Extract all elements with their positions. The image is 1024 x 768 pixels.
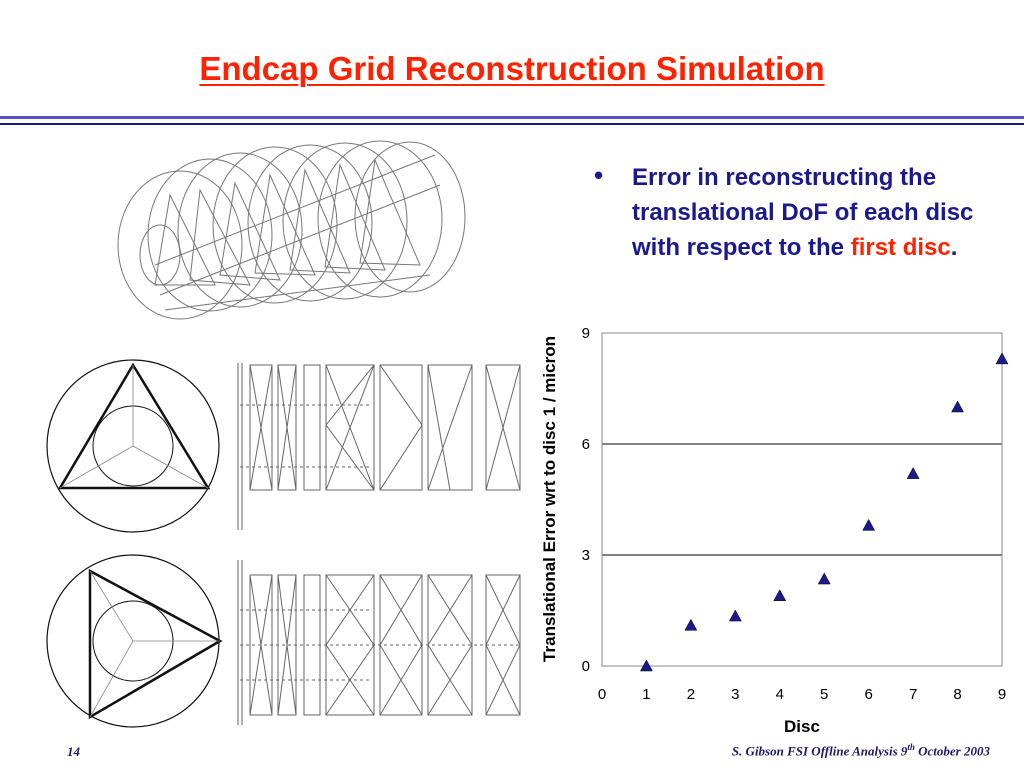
y-axis-label: Translational Error wrt to disc 1 / micr… — [540, 336, 559, 662]
footer-superscript: th — [907, 742, 915, 752]
data-point-marker — [684, 618, 698, 631]
x-tick-label: 2 — [687, 686, 695, 703]
endcap-grid-3d-view — [117, 140, 466, 320]
x-tick-label: 1 — [642, 686, 650, 703]
x-tick-label: 7 — [909, 686, 917, 703]
triangle-disc-top — [46, 359, 220, 533]
data-point-marker — [773, 589, 787, 601]
data-point-marker — [640, 659, 653, 672]
data-point-marker — [906, 467, 920, 479]
plot-area-frame — [601, 332, 1003, 667]
bullet-text-end: . — [950, 234, 958, 261]
footer-credit: S. Gibson FSI Offline Analysis 9th Octob… — [732, 742, 990, 759]
disc-side-view-bottom — [237, 560, 521, 725]
y-tick-labels: 0 3 6 9 — [582, 325, 590, 675]
y-tick-label: 9 — [582, 325, 590, 342]
bullet-symbol: • — [594, 160, 604, 190]
bullet-text-highlight: first disc — [850, 234, 951, 261]
x-tick-label: 3 — [731, 686, 739, 703]
y-tick-label: 3 — [582, 547, 590, 564]
x-tick-label: 9 — [998, 686, 1006, 703]
x-tick-label: 5 — [820, 686, 828, 703]
error-scatter-chart: 0 3 6 9 0 1 2 3 4 5 6 7 8 9 Disc Translational Error… — [540, 325, 1009, 736]
page-number: 14 — [67, 744, 80, 759]
chart-gridlines — [602, 332, 1002, 667]
data-point-marker — [817, 572, 831, 585]
slide-title: Endcap Grid Reconstruction Simulation — [199, 50, 825, 87]
x-axis-label: Disc — [784, 717, 820, 736]
disc-side-view-top — [237, 363, 521, 530]
data-point-marker — [862, 518, 876, 531]
footer-author: S. Gibson FSI Offline Analysis 9 — [731, 743, 908, 759]
y-tick-label: 0 — [582, 658, 590, 675]
footer-date: October 2003 — [914, 743, 990, 759]
y-tick-label: 6 — [582, 436, 590, 453]
title-rule-top — [0, 116, 1024, 119]
bullet-text: Error in reconstructing the translationa… — [632, 160, 992, 265]
data-point-marker — [728, 609, 742, 622]
data-point-marker — [951, 400, 964, 413]
bullet-text-main: Error in reconstructing the translationa… — [632, 164, 974, 261]
data-point-marker — [995, 352, 1009, 365]
x-tick-label: 0 — [598, 686, 606, 703]
data-markers — [640, 352, 1009, 672]
endcap-grid-figure — [46, 140, 521, 728]
triangle-disc-bottom — [46, 554, 223, 728]
x-tick-label: 4 — [776, 686, 784, 703]
x-tick-labels: 0 1 2 3 4 5 6 7 8 9 — [598, 686, 1006, 703]
x-tick-label: 6 — [864, 686, 872, 703]
x-tick-label: 8 — [953, 686, 961, 703]
title-rule-bottom — [0, 123, 1024, 125]
